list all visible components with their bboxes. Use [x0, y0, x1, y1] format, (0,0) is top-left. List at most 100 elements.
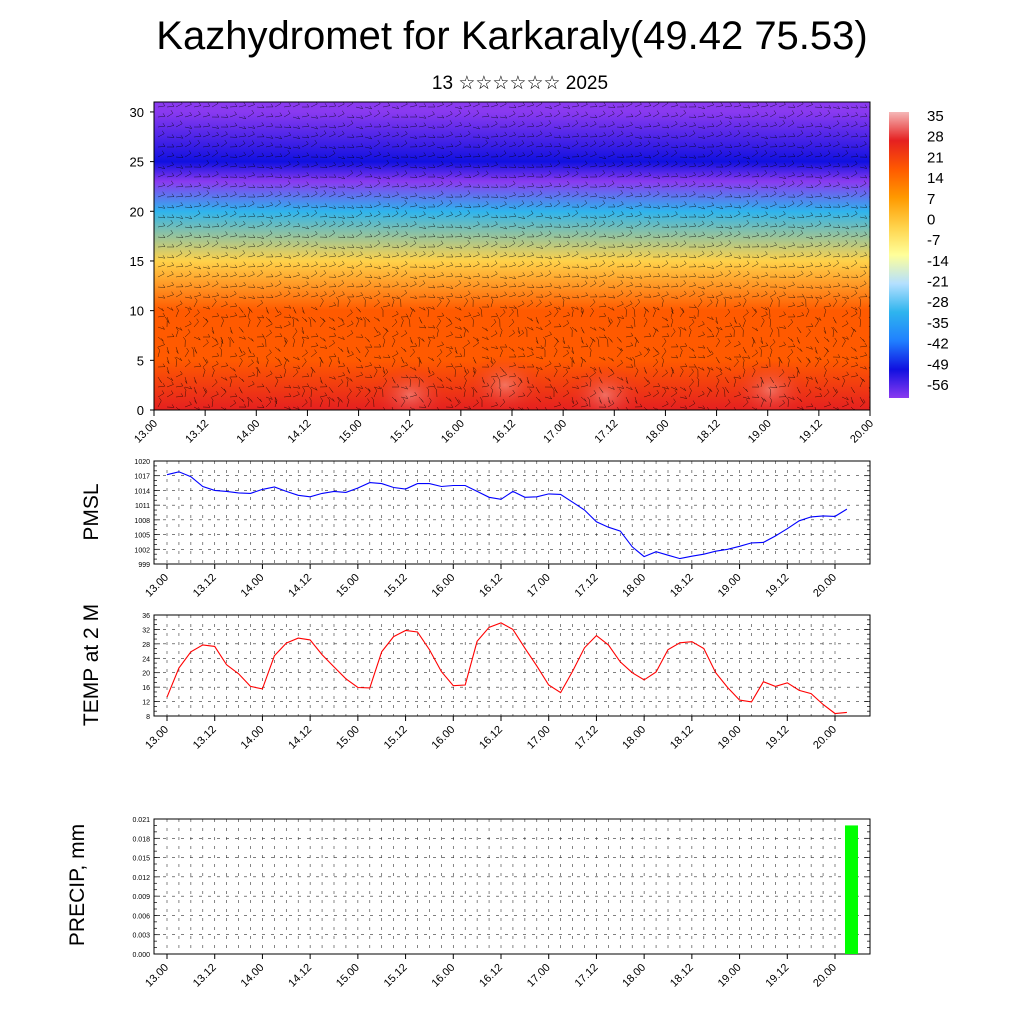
wind-barb [832, 376, 840, 381]
wind-barb-flag [819, 386, 822, 391]
wind-barb-flag [189, 241, 192, 246]
wind-barb-flag [359, 270, 363, 274]
wind-barb-flag [419, 360, 422, 364]
wind-barb [670, 175, 678, 178]
wind-barb-flag [306, 112, 310, 116]
wind-barb [436, 116, 444, 119]
wind-barb-flag [666, 192, 670, 196]
wind-barb-flag [738, 263, 742, 267]
wind-barb-flag [756, 214, 760, 218]
wind-barb-flag [243, 220, 246, 225]
wind-barb [328, 396, 335, 402]
wind-barb-flag [783, 263, 787, 267]
wind-barb-flag [666, 385, 669, 390]
wind-barb-flag [603, 155, 607, 159]
wind-barb-flag [332, 290, 336, 294]
wind-barb-flag [801, 163, 805, 167]
wind-barb-flag [297, 391, 300, 395]
wind-barb [364, 401, 370, 408]
wind-barb [328, 264, 336, 268]
wind-barb-flag [206, 190, 210, 194]
wind-barb-flag [530, 317, 533, 322]
wind-barb-flag [170, 377, 174, 381]
wind-barb-flag [306, 163, 310, 168]
wind-barb [670, 401, 676, 408]
wind-barb-flag [458, 280, 462, 284]
wind-barb [679, 406, 687, 409]
wind-barb-flag [216, 391, 219, 395]
wind-barb-flag [693, 213, 697, 218]
wind-barb [823, 153, 831, 158]
wind-barb-flag [657, 214, 661, 218]
wind-barb-flag [801, 264, 805, 268]
wind-barb [436, 193, 444, 198]
wind-barb [409, 394, 417, 398]
wind-barb-flag [602, 327, 606, 331]
wind-barb-flag [843, 337, 846, 342]
wind-barb [445, 334, 453, 338]
wind-barb-flag [537, 389, 540, 394]
wind-barb [382, 305, 390, 308]
wind-barb-flag [504, 164, 508, 169]
wind-barb [562, 146, 570, 149]
wind-barb-flag [522, 215, 526, 219]
wind-barb [364, 215, 372, 218]
wind-barb [553, 104, 561, 108]
wind-barb [409, 379, 411, 388]
wind-barb [373, 390, 378, 398]
wind-barb-flag [242, 249, 246, 254]
wind-barb-flag [774, 134, 778, 139]
wind-barb-flag [220, 337, 223, 341]
wind-barb [553, 113, 561, 118]
wind-barb [760, 306, 768, 311]
wind-barb-flag [874, 373, 876, 376]
wind-barb [274, 274, 282, 278]
wind-barb-flag [675, 144, 679, 149]
wind-barb [454, 173, 462, 178]
wind-barb [760, 314, 768, 318]
wind-barb [607, 356, 614, 362]
wind-barb-flag [711, 202, 715, 206]
wind-barb-flag [855, 112, 859, 116]
wind-barb [859, 193, 867, 198]
wind-barb-flag [297, 292, 301, 296]
wind-barb [499, 276, 507, 279]
wind-barb-flag [603, 293, 607, 297]
wind-barb [283, 406, 291, 410]
wind-barb [661, 135, 669, 138]
wind-barb-flag [716, 387, 719, 391]
wind-barb-flag [540, 355, 543, 360]
wind-barb-flag [436, 326, 439, 331]
wind-barb [373, 103, 381, 108]
wind-barb [643, 216, 651, 219]
wind-barb [805, 135, 813, 138]
wind-barb [733, 154, 741, 158]
wind-barb-flag [449, 398, 452, 402]
wind-barb-flag [786, 396, 789, 401]
wind-barb-flag [332, 150, 336, 154]
wind-barb-flag [269, 329, 272, 333]
wind-barb [697, 234, 705, 238]
wind-barb [805, 406, 814, 408]
wind-barb-flag [720, 241, 723, 245]
wind-barb [715, 326, 723, 331]
wind-barb-flag [351, 144, 355, 148]
wind-barb [400, 213, 408, 218]
wind-barb-flag [632, 316, 635, 321]
wind-barb [715, 263, 723, 268]
wind-barb [391, 266, 399, 270]
wind-barb [652, 310, 656, 318]
wind-barb-flag [216, 312, 220, 317]
wind-barb-flag [632, 356, 635, 361]
wind-barb-flag [576, 385, 580, 389]
wind-barb-flag [180, 234, 184, 238]
wind-barb [751, 114, 759, 118]
wind-barb [328, 399, 330, 408]
wind-barb-flag [557, 160, 561, 164]
wind-barb [400, 133, 408, 138]
wind-barb [481, 214, 489, 218]
wind-barb [382, 155, 390, 158]
wind-barb-flag [728, 339, 731, 343]
wind-barb [859, 225, 867, 228]
wind-barb [274, 356, 281, 362]
